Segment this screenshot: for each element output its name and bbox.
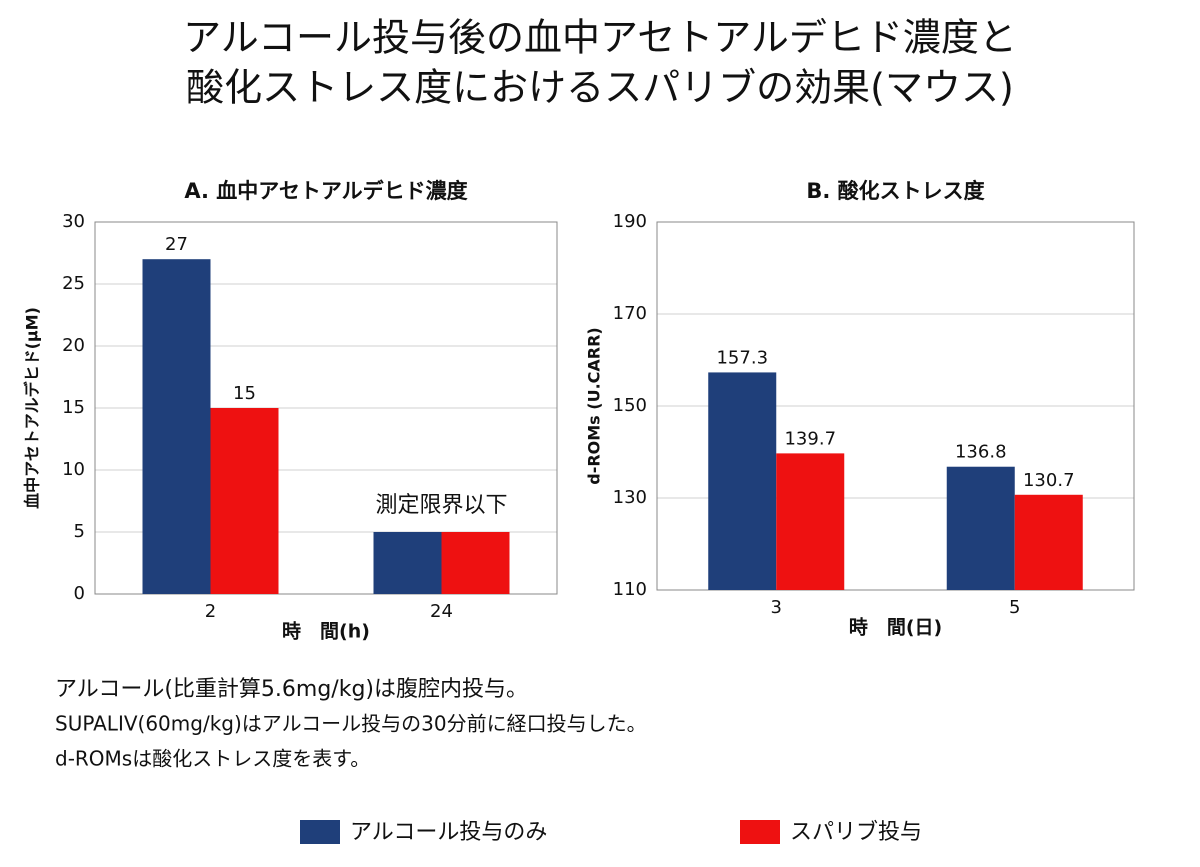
plot-frame bbox=[656, 221, 1135, 591]
data-label: 15 bbox=[233, 383, 256, 404]
y-tick-label: 190 bbox=[613, 211, 647, 232]
chart-title: A. 血中アセトアルデヒド濃度 bbox=[184, 179, 467, 203]
legend-swatch bbox=[300, 820, 340, 844]
y-tick-label: 130 bbox=[613, 487, 647, 508]
x-tick-label: 5 bbox=[1009, 597, 1020, 618]
y-tick-label: 10 bbox=[62, 459, 85, 480]
y-axis-label: 血中アセトアルデヒド(μM) bbox=[23, 307, 42, 509]
legend-label: アルコール投与のみ bbox=[350, 820, 547, 845]
bar bbox=[946, 466, 1015, 590]
y-tick-label: 25 bbox=[62, 273, 85, 294]
y-tick-label: 30 bbox=[62, 211, 85, 232]
bar bbox=[142, 259, 211, 594]
y-tick-label: 15 bbox=[62, 397, 85, 418]
legend-swatch bbox=[740, 820, 780, 844]
x-axis-label: 時 間(日) bbox=[849, 617, 942, 639]
y-tick-label: 5 bbox=[74, 521, 85, 542]
data-label: 130.7 bbox=[1023, 470, 1075, 491]
bar bbox=[210, 408, 279, 594]
data-label: 157.3 bbox=[716, 347, 768, 368]
note: d-ROMsは酸化ストレス度を表す。 bbox=[55, 747, 370, 771]
bar bbox=[1014, 494, 1083, 590]
y-axis-label: d-ROMs (U.CARR) bbox=[585, 327, 604, 485]
x-axis-label: 時 間(h) bbox=[282, 621, 370, 643]
bar bbox=[373, 532, 442, 594]
y-tick-label: 0 bbox=[74, 583, 85, 604]
bar bbox=[776, 453, 845, 590]
bar bbox=[441, 532, 510, 594]
note: SUPALIV(60mg/kg)はアルコール投与の30分前に経口投与した。 bbox=[55, 712, 647, 736]
data-label: 27 bbox=[165, 234, 188, 255]
main-title: 酸化ストレス度におけるスパリブの効果(マウス) bbox=[186, 66, 1014, 110]
data-label: 139.7 bbox=[784, 428, 836, 449]
y-tick-label: 150 bbox=[613, 395, 647, 416]
x-tick-label: 24 bbox=[430, 601, 453, 622]
main-title: アルコール投与後の血中アセトアルデヒド濃度と bbox=[183, 16, 1017, 60]
y-tick-label: 170 bbox=[613, 303, 647, 324]
note: アルコール(比重計算5.6mg/kg)は腹腔内投与。 bbox=[55, 677, 528, 702]
y-tick-label: 110 bbox=[613, 579, 647, 600]
x-tick-label: 2 bbox=[205, 601, 216, 622]
annotation: 測定限界以下 bbox=[375, 493, 507, 518]
plot-frame bbox=[94, 221, 558, 595]
y-tick-label: 20 bbox=[62, 335, 85, 356]
data-label: 136.8 bbox=[955, 442, 1007, 463]
x-tick-label: 3 bbox=[771, 597, 782, 618]
chart-title: B. 酸化ストレス度 bbox=[806, 179, 984, 203]
legend-label: スパリブ投与 bbox=[790, 820, 922, 845]
bar bbox=[708, 372, 777, 590]
